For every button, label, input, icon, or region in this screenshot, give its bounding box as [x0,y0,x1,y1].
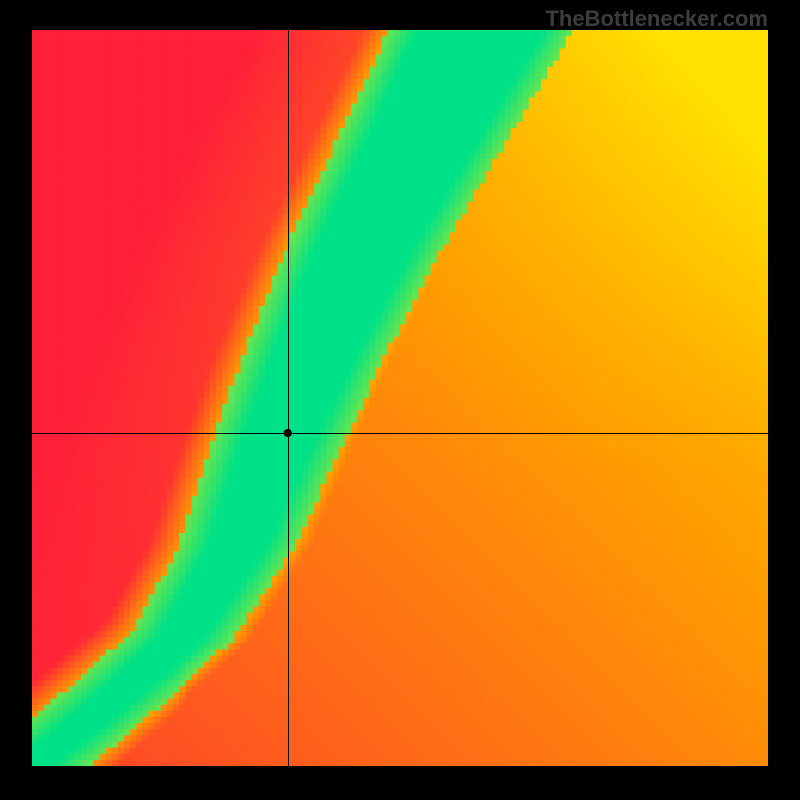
bottleneck-heatmap [32,30,768,766]
chart-container: { "canvas": { "width": 800, "height": 80… [0,0,800,800]
watermark-label: TheBottlenecker.com [545,6,768,32]
